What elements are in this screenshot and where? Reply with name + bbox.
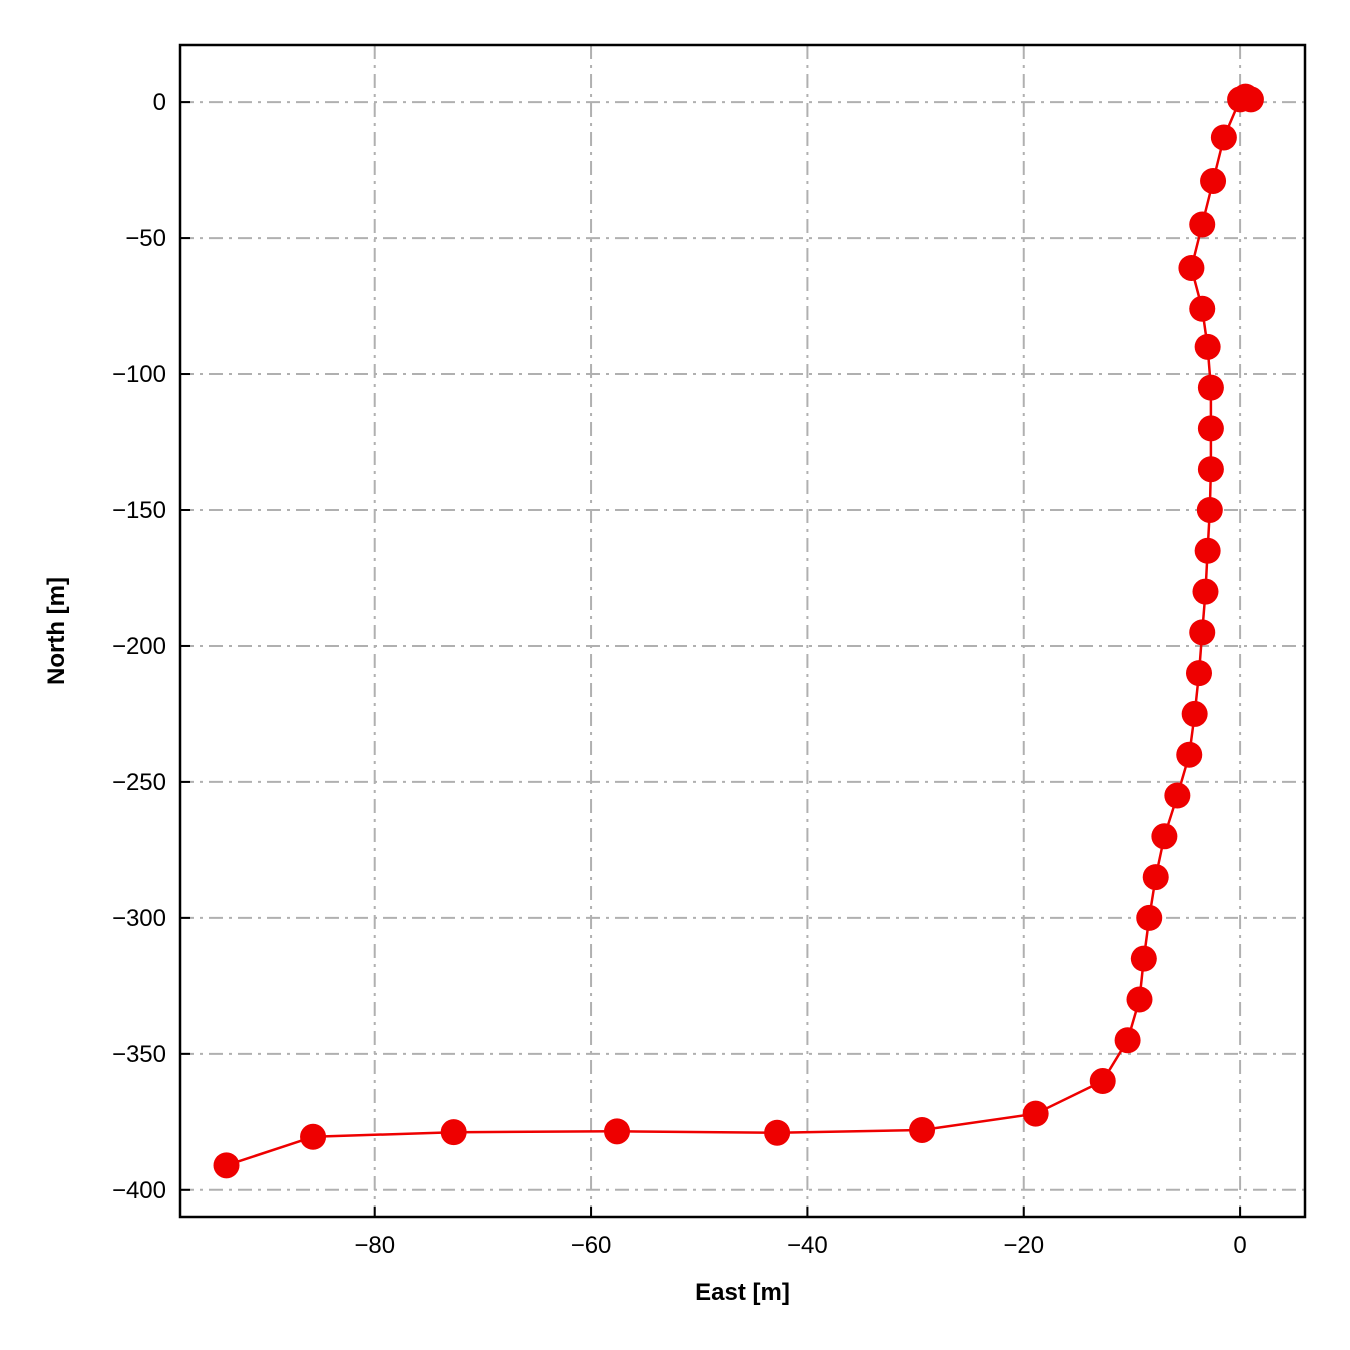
x-tick-label: −20 xyxy=(1003,1232,1044,1259)
y-tick-label: 0 xyxy=(153,89,166,116)
data-point xyxy=(1194,333,1221,360)
data-point xyxy=(1189,211,1216,238)
grid-lines xyxy=(180,45,1305,1217)
y-tick-label: −100 xyxy=(112,361,166,388)
axis-ticks: −80 −60 −40 −20 00−50−100−150−200−250−300−35… xyxy=(112,89,1247,1259)
y-tick-label: −200 xyxy=(112,633,166,660)
y-tick-label: −150 xyxy=(112,497,166,524)
data-point xyxy=(1126,986,1153,1013)
data-point xyxy=(1176,741,1203,768)
data-point xyxy=(909,1116,936,1143)
data-point xyxy=(1130,945,1157,972)
y-tick-label: −400 xyxy=(112,1177,166,1204)
x-tick-label: −40 xyxy=(787,1232,828,1259)
trajectory-series xyxy=(213,83,1264,1179)
y-axis-label: North [m] xyxy=(43,577,70,685)
data-point xyxy=(764,1119,791,1146)
data-point xyxy=(1142,864,1169,891)
data-point xyxy=(300,1123,327,1150)
data-point xyxy=(1089,1068,1116,1095)
data-point xyxy=(440,1119,467,1146)
data-point xyxy=(1194,537,1221,564)
data-point xyxy=(1022,1100,1049,1127)
data-point xyxy=(1196,496,1223,523)
data-point xyxy=(1197,456,1224,483)
x-tick-label: −60 xyxy=(571,1232,612,1259)
data-point xyxy=(1181,700,1208,727)
data-point xyxy=(1164,782,1191,809)
series-line xyxy=(226,95,1252,1167)
x-tick-label: −80 xyxy=(354,1232,395,1259)
data-point xyxy=(1189,619,1216,646)
data-point xyxy=(1178,254,1205,281)
data-point xyxy=(1185,660,1212,687)
y-tick-label: −250 xyxy=(112,769,166,796)
x-axis-label: East [m] xyxy=(695,1279,790,1306)
data-point xyxy=(1197,374,1224,401)
x-tick-label: 0 xyxy=(1233,1232,1246,1259)
data-point xyxy=(1151,823,1178,850)
data-point xyxy=(1189,295,1216,322)
data-point xyxy=(1192,578,1219,605)
y-tick-label: −50 xyxy=(125,225,166,252)
y-tick-label: −300 xyxy=(112,905,166,932)
data-point xyxy=(1197,415,1224,442)
data-point xyxy=(1136,904,1163,931)
data-point xyxy=(604,1118,631,1145)
data-point xyxy=(1210,124,1237,151)
data-point xyxy=(1200,167,1227,194)
y-tick-label: −350 xyxy=(112,1041,166,1068)
data-point xyxy=(213,1152,240,1179)
data-point xyxy=(1227,86,1254,113)
plot-frame xyxy=(178,43,1307,1219)
data-point xyxy=(1114,1027,1141,1054)
